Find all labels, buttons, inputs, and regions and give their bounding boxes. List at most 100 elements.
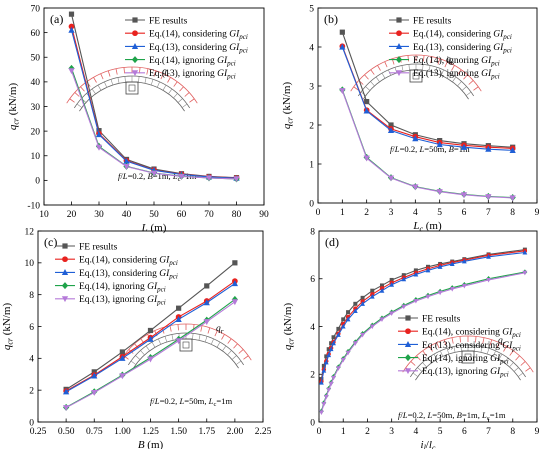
- data-point: [425, 294, 431, 300]
- y-tick-label: 60: [31, 29, 41, 39]
- x-tick-label: 4: [413, 208, 418, 218]
- data-point: [360, 332, 365, 338]
- series-4: [63, 299, 238, 412]
- data-point: [203, 299, 210, 306]
- y-tick-label: 4: [310, 323, 315, 333]
- load-arrow: [509, 350, 514, 356]
- series-2: [63, 280, 238, 395]
- series-3: [68, 64, 240, 183]
- y-tick-label: 3: [309, 82, 314, 92]
- legend-marker: [61, 282, 69, 290]
- load-arrow: [436, 342, 440, 349]
- load-arrow: [377, 65, 381, 71]
- data-point: [352, 308, 358, 313]
- legend-label: Eq.(13), ignoring GIpci: [422, 366, 509, 379]
- load-arrow: [457, 69, 462, 75]
- x-tick-label: 40: [122, 210, 132, 220]
- series-2: [319, 249, 528, 385]
- legend-marker: [131, 56, 139, 64]
- data-point: [389, 282, 395, 287]
- cross-section-icon: [461, 350, 475, 364]
- y-tick-label: -10: [27, 201, 40, 211]
- load-arrow: [429, 346, 433, 352]
- legend-label: Eq.(14), ignoring GIpci: [149, 55, 236, 68]
- load-label: qr: [216, 324, 224, 336]
- data-point: [363, 155, 370, 162]
- data-point: [339, 43, 346, 50]
- cross-section-icon: [409, 69, 423, 83]
- y-tick-label: 0: [309, 199, 314, 209]
- load-line: [402, 335, 534, 373]
- x-axis-label: L (m): [141, 222, 167, 234]
- data-point: [68, 26, 75, 33]
- legend-marker: [395, 43, 403, 49]
- data-point: [63, 388, 70, 395]
- x-tick-label: 0.25: [30, 427, 47, 437]
- load-arrow: [207, 327, 211, 334]
- data-point: [231, 280, 238, 287]
- y-tick-label: 0: [310, 418, 315, 428]
- y-tick-label: 40: [31, 78, 41, 88]
- y-tick-label: 12: [25, 227, 35, 237]
- data-point: [389, 277, 394, 282]
- data-point: [331, 335, 336, 340]
- data-point: [389, 311, 395, 316]
- data-point: [387, 175, 395, 182]
- legend-label: Eq.(14), ignoring GIpci: [413, 55, 500, 68]
- data-point: [486, 277, 491, 283]
- load-arrow: [437, 58, 441, 65]
- x-tick-label: 0.75: [86, 427, 103, 437]
- load-arrow: [410, 361, 416, 366]
- load-arrow: [173, 81, 178, 87]
- data-point: [203, 319, 210, 326]
- y-tick-label: 8: [310, 227, 315, 237]
- data-point: [461, 258, 467, 264]
- legend-marker: [404, 368, 412, 375]
- data-point: [119, 349, 125, 355]
- y-tick-label: 2: [309, 121, 314, 131]
- y-tick-label: 10: [31, 152, 41, 162]
- legend-marker: [404, 354, 412, 362]
- legend-marker: [395, 70, 403, 77]
- data-point: [449, 287, 455, 292]
- data-point: [340, 323, 346, 329]
- parameter-annotation: f/L=0.2, L=50m, B=1m: [390, 144, 470, 154]
- load-arrow: [422, 350, 427, 356]
- series-2: [339, 43, 516, 153]
- load-arrow: [482, 337, 485, 344]
- load-arrow: [167, 77, 171, 83]
- data-point: [323, 394, 329, 400]
- x-tick-label: 4: [414, 427, 419, 437]
- data-point: [379, 317, 385, 322]
- data-point: [401, 276, 407, 282]
- data-point: [363, 107, 370, 114]
- y-axis-label: qcr (kN/m): [282, 303, 296, 351]
- load-arrow: [443, 339, 447, 346]
- y-tick-label: 2: [310, 371, 315, 381]
- load-arrow: [160, 73, 164, 80]
- load-label: qr: [162, 67, 170, 79]
- data-point: [425, 267, 431, 273]
- load-arrow: [153, 70, 157, 77]
- series-line: [341, 46, 513, 151]
- data-point: [63, 405, 70, 412]
- legend-label: Eq.(14), ignoring GIpci: [422, 353, 509, 366]
- parameter-annotation: f/L=0.2, L=50m, Lc=1m: [150, 396, 232, 408]
- data-point: [388, 122, 394, 128]
- data-point: [95, 131, 103, 138]
- legend-label: FE results: [422, 314, 461, 324]
- x-tick-label: 0.50: [58, 427, 75, 437]
- y-axis-label: qcr (kN/m): [281, 82, 295, 130]
- data-point: [321, 368, 327, 373]
- data-point: [319, 410, 324, 416]
- data-point: [176, 305, 182, 311]
- load-arrow: [423, 55, 425, 62]
- data-point: [321, 402, 327, 407]
- data-point: [352, 341, 358, 346]
- load-arrow: [80, 86, 85, 92]
- load-arrow: [515, 355, 520, 361]
- legend-marker: [131, 43, 139, 49]
